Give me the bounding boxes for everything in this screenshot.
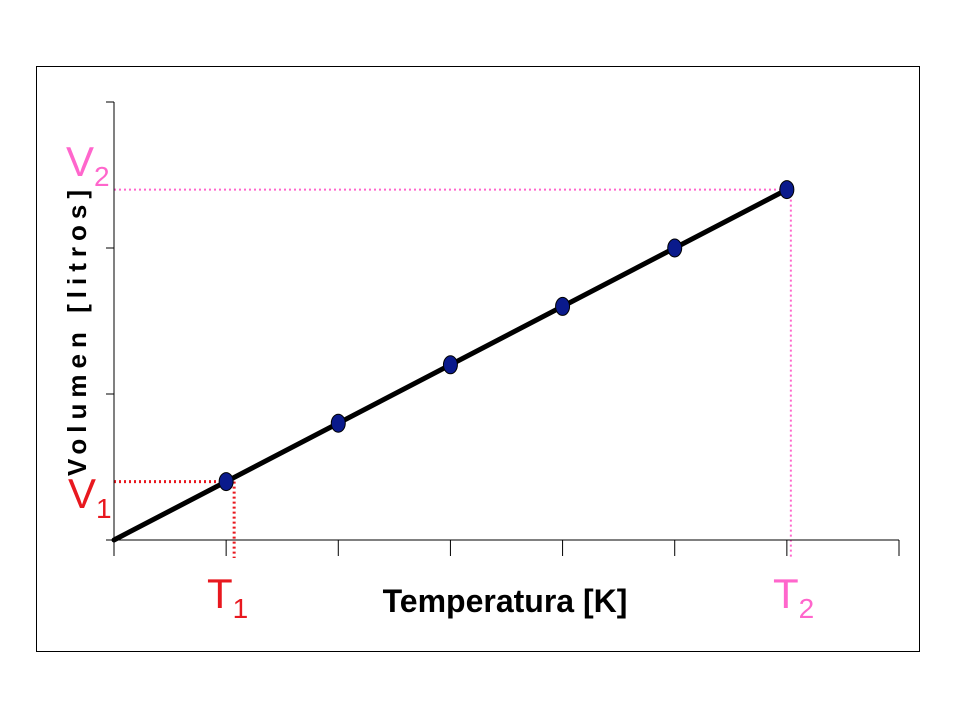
y-axis-label: Volumen [litros] <box>62 184 92 476</box>
v1-sub: 1 <box>96 493 112 524</box>
labels: Temperatura [K] Volumen [litros] <box>62 184 627 619</box>
data-points <box>218 180 795 492</box>
data-point <box>330 413 346 433</box>
t2-base: T <box>773 570 799 617</box>
v2-base: V <box>66 138 94 185</box>
t1-sub: 1 <box>233 593 249 624</box>
v2-label: V2 <box>66 138 110 192</box>
t1-label: T1 <box>207 570 248 624</box>
data-point <box>779 180 795 200</box>
annotations: V2 V1 T1 T2 <box>66 138 814 624</box>
t2-label: T2 <box>773 570 814 624</box>
t1-base: T <box>207 570 233 617</box>
data-point <box>218 472 234 492</box>
data-point <box>555 296 571 316</box>
v2-sub: 2 <box>94 161 110 192</box>
chart-frame <box>36 66 920 652</box>
guide-lines <box>114 188 792 558</box>
x-axis-label: Temperatura [K] <box>383 583 628 619</box>
data-point <box>442 355 458 375</box>
t2-sub: 2 <box>799 593 815 624</box>
v1-base: V <box>68 470 96 517</box>
v1-label: V1 <box>68 470 112 524</box>
data-point <box>667 238 683 258</box>
